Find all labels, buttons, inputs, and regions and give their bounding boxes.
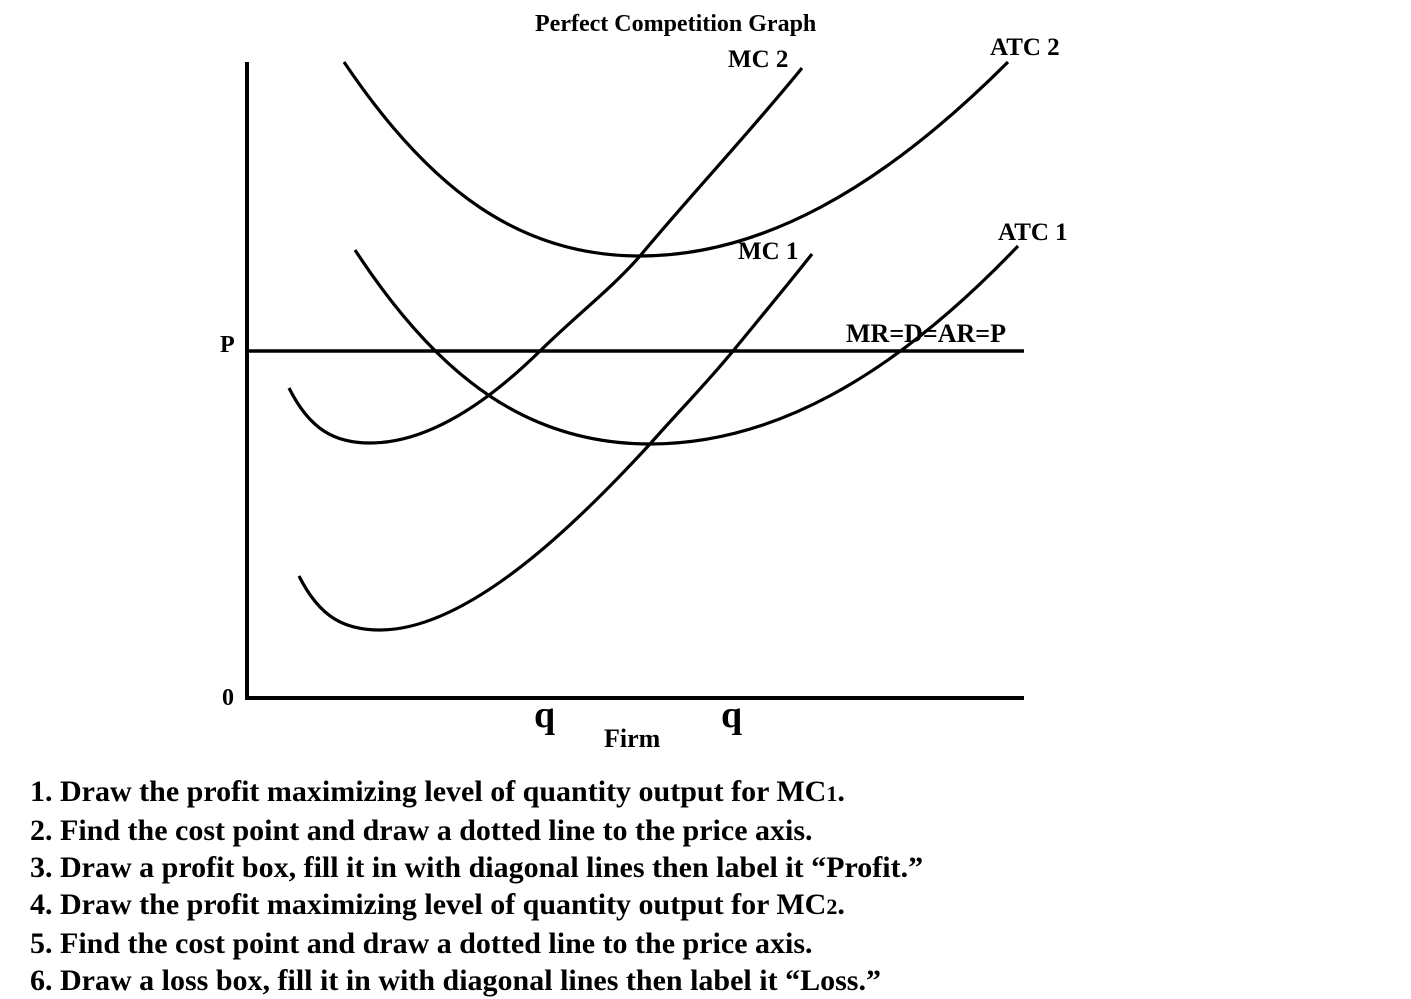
instruction-list: 1. Draw the profit maximizing level of q… (30, 773, 923, 999)
instruction-subscript: 1 (826, 781, 838, 806)
instruction-item: 6. Draw a loss box, fill it in with diag… (30, 962, 923, 999)
atc1-label: ATC 1 (998, 219, 1068, 246)
instruction-item: 5. Find the cost point and draw a dotted… (30, 925, 923, 962)
instruction-subscript: 2 (826, 894, 838, 919)
instruction-text: 2. Find the cost point and draw a dotted… (30, 814, 813, 847)
instruction-text: 4. Draw the profit maximizing level of q… (30, 888, 827, 921)
atc2-label: ATC 2 (990, 34, 1060, 61)
mc2-curve (287, 66, 804, 445)
instruction-item: 4. Draw the profit maximizing level of q… (30, 886, 923, 925)
instruction-item: 1. Draw the profit maximizing level of q… (30, 773, 923, 812)
q-label-right: q (721, 694, 743, 736)
mc1-label: MC 1 (738, 238, 799, 265)
instruction-tail: . (837, 888, 845, 921)
mc1-curve (297, 253, 814, 632)
perfect-competition-graph (245, 60, 1024, 700)
instruction-item: 3. Draw a profit box, fill it in with di… (30, 849, 923, 886)
atc2-curve (342, 60, 1010, 258)
instruction-text: 5. Find the cost point and draw a dotted… (30, 927, 813, 960)
x-axis-label: Firm (604, 724, 661, 753)
instruction-text: 1. Draw the profit maximizing level of q… (30, 775, 827, 808)
q-label-left: q (534, 694, 556, 736)
origin-label: 0 (222, 685, 234, 711)
instruction-tail: . (837, 775, 845, 808)
price-axis-label: P (220, 332, 235, 358)
instruction-text: 3. Draw a profit box, fill it in with di… (30, 851, 924, 884)
instruction-text: 6. Draw a loss box, fill it in with diag… (30, 964, 881, 997)
mc2-label: MC 2 (728, 46, 789, 73)
graph-title: Perfect Competition Graph (535, 11, 817, 37)
instruction-item: 2. Find the cost point and draw a dotted… (30, 812, 923, 849)
demand-label: MR=D=AR=P (846, 319, 1006, 348)
